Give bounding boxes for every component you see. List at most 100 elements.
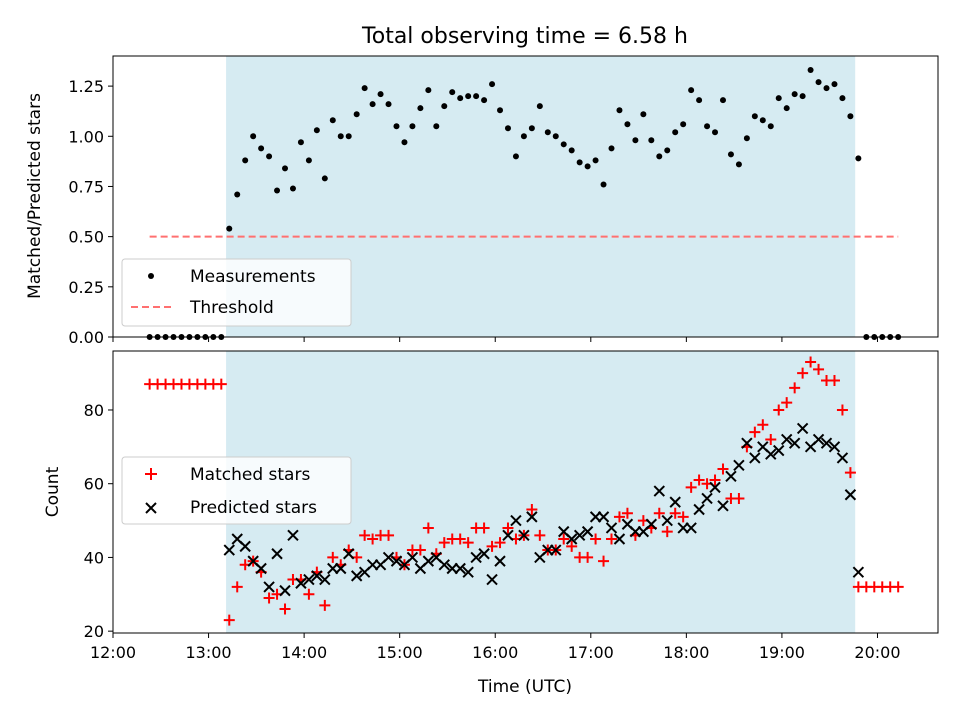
measurement-point (473, 93, 480, 100)
measurement-point (321, 175, 328, 182)
legend-measurements-label: Measurements (190, 267, 316, 287)
measurement-point (839, 95, 846, 102)
matched-star-point (621, 507, 633, 519)
matched-star-point (685, 481, 697, 493)
measurement-point (258, 145, 265, 152)
legend-threshold-label: Threshold (189, 298, 274, 318)
x-tick-label: 18:00 (663, 643, 709, 662)
top-series (146, 67, 902, 340)
measurement-point (847, 113, 854, 120)
matched-star-point (319, 599, 331, 611)
measurement-point (791, 91, 798, 98)
predicted-star-point (645, 518, 658, 530)
measurement-point (608, 145, 615, 152)
matched-star-point (653, 507, 665, 519)
measurement-point (512, 153, 519, 160)
matched-star-point (749, 426, 761, 438)
matched-star-point (805, 356, 817, 368)
predicted-star-point (279, 584, 291, 597)
measurement-point (712, 129, 719, 136)
x-tick-label: 12:00 (90, 643, 136, 662)
measurement-point (560, 141, 567, 148)
matched-star-point (526, 504, 538, 516)
measurement-point (425, 87, 432, 94)
measurement-point (767, 123, 774, 130)
matched-star-point (765, 433, 777, 445)
measurement-point (775, 95, 782, 102)
matched-star-point (422, 522, 434, 534)
predicted-star-point (454, 562, 466, 575)
bottom-y-tick-label: 40 (84, 548, 104, 567)
predicted-star-point (350, 570, 363, 582)
measurement-point (624, 121, 631, 128)
matched-star-point (414, 544, 426, 556)
predicted-star-point (239, 540, 251, 553)
measurement-point (616, 107, 623, 114)
predicted-star-point (653, 485, 665, 497)
predicted-star-point (852, 566, 865, 578)
matched-star-point (669, 507, 681, 519)
measurement-point (656, 153, 663, 160)
predicted-star-point (573, 529, 586, 542)
matched-star-point (613, 511, 625, 523)
predicted-star-point (741, 437, 753, 449)
top-y-tick-label: 1.00 (68, 127, 104, 146)
x-tick-label: 14:00 (281, 643, 327, 662)
measurement-point (250, 133, 257, 140)
predicted-star-point (669, 496, 681, 508)
measurement-point (337, 133, 344, 140)
bottom-x-axis-label: Time (UTC) (477, 677, 572, 697)
predicted-star-point (406, 551, 419, 564)
matched-star-point (327, 551, 339, 563)
measurement-point (369, 101, 376, 108)
measurement-point (409, 123, 416, 130)
predicted-star-point (701, 492, 713, 505)
top-y-tick-label: 0.25 (68, 278, 104, 297)
predicted-star-point (319, 573, 331, 586)
legend-predicted-label: Predicted stars (190, 498, 317, 518)
matched-star-point (502, 522, 514, 534)
measurement-point (313, 127, 320, 134)
predicted-star-point (390, 555, 403, 567)
top-y-tick-label: 0.50 (68, 228, 104, 247)
predicted-star-point (836, 452, 849, 464)
top-legend: Measurements Threshold (121, 258, 352, 327)
predicted-star-point (733, 459, 745, 471)
measurement-point (727, 151, 734, 158)
predicted-star-point (335, 562, 347, 575)
measurement-point (441, 103, 448, 110)
matched-star-point (606, 533, 618, 545)
matched-star-point (828, 374, 840, 386)
predicted-star-point (271, 548, 283, 560)
measurement-point (345, 133, 352, 140)
predicted-star-point (422, 555, 435, 567)
matched-star-point (693, 474, 705, 486)
measurement-point (353, 111, 360, 118)
measurement-point (600, 181, 607, 188)
predicted-star-point (749, 452, 761, 464)
predicted-star-point (478, 548, 490, 560)
measurement-point (489, 81, 496, 88)
measurement-point (417, 105, 424, 112)
predicted-star-point (287, 529, 299, 542)
measurement-point (449, 89, 456, 96)
measurement-point (393, 123, 400, 130)
predicted-star-point (502, 529, 514, 542)
x-tick-label: 17:00 (568, 643, 614, 662)
predicted-star-point (311, 570, 323, 582)
predicted-star-point (263, 581, 275, 593)
x-tick-label: 13:00 (186, 643, 232, 662)
measurement-point (640, 111, 647, 118)
predicted-star-point (820, 437, 833, 449)
measurement-point (544, 129, 551, 136)
predicted-star-point (255, 562, 267, 575)
measurement-point (377, 91, 384, 98)
bottom-y-ticks: 20 40 60 80 (84, 401, 113, 641)
measurement-point (799, 93, 806, 100)
matched-star-point (534, 529, 546, 541)
predicted-star-point (494, 555, 506, 567)
predicted-star-point (470, 551, 482, 564)
matched-star-point (438, 537, 450, 549)
